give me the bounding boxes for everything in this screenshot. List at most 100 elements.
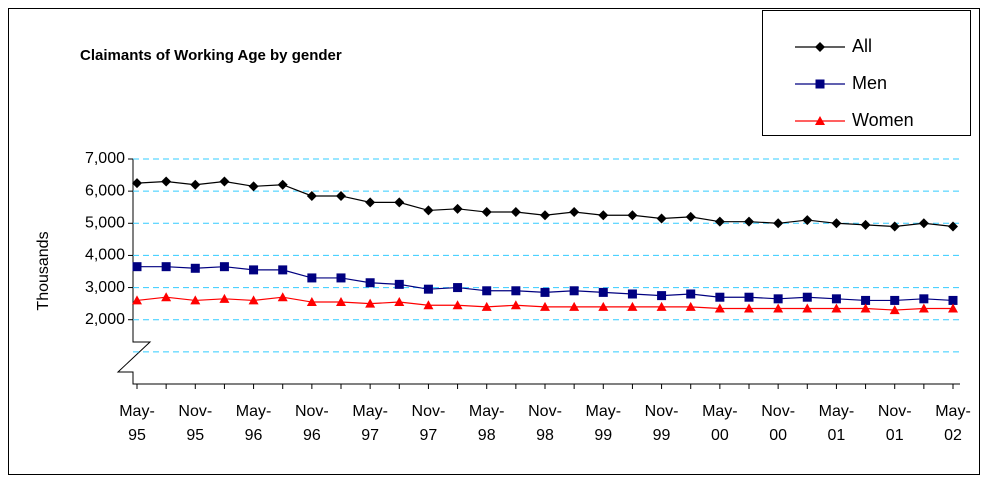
x-tick-label: Nov-00	[761, 403, 796, 444]
data-point	[394, 197, 405, 208]
x-tick-label: Nov-99	[644, 403, 679, 444]
data-point	[744, 292, 754, 302]
data-point	[540, 287, 550, 297]
data-point	[831, 303, 842, 313]
data-point	[656, 301, 667, 311]
data-point	[598, 287, 608, 297]
data-point	[161, 176, 172, 187]
y-tick-label: 6,000	[85, 182, 125, 199]
y-tick-label: 5,000	[85, 215, 125, 232]
x-tick-label: May-00	[702, 403, 738, 444]
data-point	[715, 292, 725, 302]
chart-title: Claimants of Working Age by gender	[80, 47, 342, 64]
data-point	[569, 301, 580, 311]
data-point	[919, 294, 929, 304]
data-point	[190, 295, 201, 305]
y-tick-label: 7,000	[85, 150, 125, 167]
data-point	[510, 300, 521, 310]
x-tick-label: May-95	[119, 403, 155, 444]
data-point	[918, 303, 929, 313]
data-point	[219, 293, 230, 303]
data-point	[336, 297, 346, 307]
data-point	[277, 179, 288, 190]
data-point	[598, 301, 609, 311]
data-point	[744, 216, 754, 227]
data-point	[365, 278, 375, 288]
y-tick-label: 2,000	[85, 311, 125, 328]
data-point	[511, 286, 521, 296]
data-point	[452, 203, 463, 214]
data-point	[831, 294, 841, 304]
data-point	[132, 178, 142, 189]
data-point	[773, 294, 783, 304]
data-point	[394, 297, 405, 307]
x-tick-label: May-01	[818, 403, 855, 444]
data-point	[889, 221, 900, 232]
data-point	[948, 303, 958, 313]
data-point	[802, 292, 812, 302]
data-point	[861, 295, 871, 305]
data-point	[860, 219, 871, 230]
x-tick-label: Nov-98	[528, 403, 562, 444]
x-tick-label: May-99	[585, 403, 622, 444]
data-point	[306, 297, 317, 307]
data-point	[161, 292, 172, 302]
data-point	[482, 286, 492, 296]
legend-box	[762, 10, 971, 136]
data-point	[627, 289, 637, 299]
data-point	[627, 301, 638, 311]
legend-label: Men	[852, 73, 887, 93]
legend-marker	[815, 42, 825, 52]
data-point	[278, 265, 288, 275]
legend-label: Women	[852, 110, 914, 130]
data-point	[481, 207, 492, 218]
data-point	[190, 179, 201, 190]
data-point	[598, 210, 609, 221]
data-point	[685, 301, 696, 311]
data-point	[190, 263, 200, 273]
data-point	[132, 295, 142, 305]
data-point	[948, 221, 958, 232]
x-tick-label: May-96	[235, 403, 272, 444]
x-tick-label: Nov-01	[877, 403, 912, 444]
data-point	[365, 197, 376, 208]
data-point	[569, 207, 580, 218]
data-point	[802, 303, 813, 313]
data-point	[132, 262, 142, 272]
data-point	[802, 215, 813, 226]
data-point	[307, 273, 317, 283]
data-point	[336, 273, 346, 283]
data-point	[714, 216, 725, 227]
data-point	[657, 291, 667, 301]
data-point	[656, 213, 667, 224]
data-point	[394, 279, 404, 289]
data-point	[219, 262, 229, 272]
y-tick-label: 4,000	[85, 247, 125, 264]
x-tick-label: May-02	[935, 403, 971, 444]
x-tick-label: Nov-95	[178, 403, 213, 444]
data-point	[306, 190, 317, 201]
data-point	[481, 301, 492, 311]
x-tick-label: Nov-96	[294, 403, 329, 444]
data-point	[773, 303, 784, 313]
data-point	[423, 205, 434, 216]
data-point	[365, 298, 376, 308]
data-point	[219, 176, 230, 187]
data-point	[569, 286, 579, 296]
data-point	[423, 300, 434, 310]
data-point	[452, 300, 463, 310]
data-point	[890, 295, 900, 305]
x-tick-label: May-97	[352, 403, 388, 444]
data-point	[685, 211, 696, 222]
legend-marker	[815, 116, 825, 125]
data-point	[744, 303, 754, 313]
data-point	[248, 295, 259, 305]
data-point	[918, 218, 929, 229]
data-point	[948, 295, 958, 305]
y-tick-label: 3,000	[85, 279, 125, 296]
data-point	[161, 262, 171, 272]
data-point	[889, 305, 900, 315]
data-point	[423, 284, 433, 294]
